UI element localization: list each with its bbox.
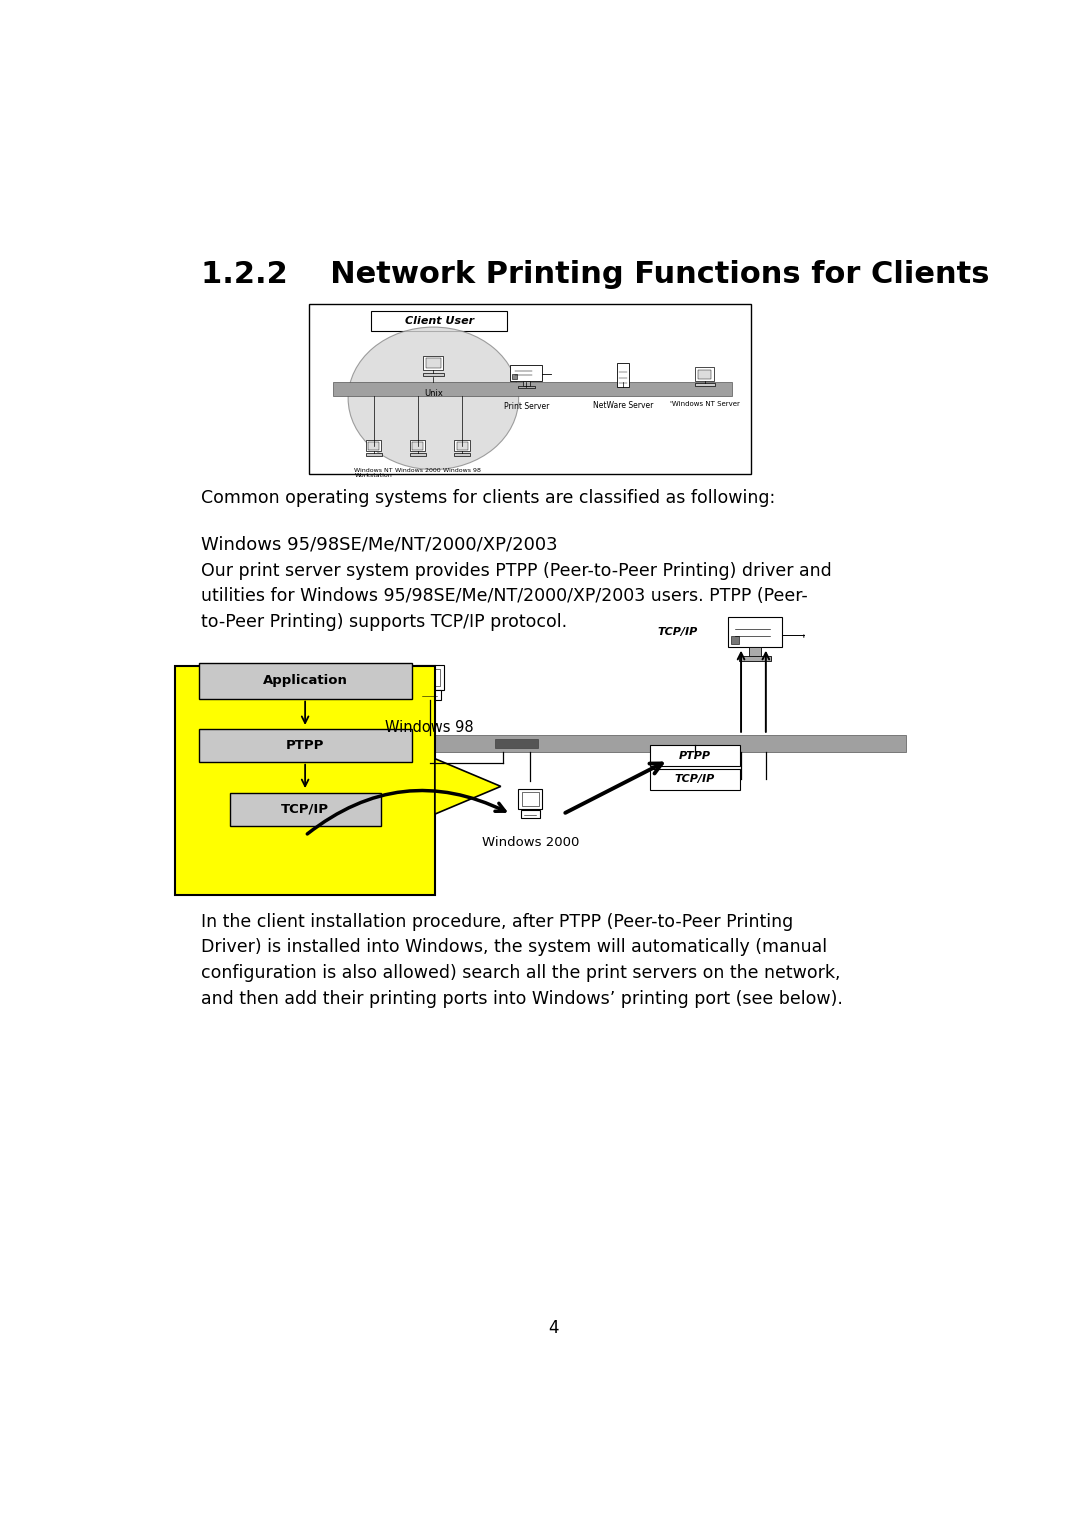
FancyBboxPatch shape xyxy=(199,664,411,699)
Text: Client User: Client User xyxy=(405,317,474,326)
FancyBboxPatch shape xyxy=(694,384,715,387)
FancyBboxPatch shape xyxy=(454,453,470,456)
FancyBboxPatch shape xyxy=(728,618,782,647)
Text: Application: Application xyxy=(262,674,348,688)
FancyBboxPatch shape xyxy=(522,792,539,806)
FancyBboxPatch shape xyxy=(696,367,714,381)
Text: 'Windows NT Server: 'Windows NT Server xyxy=(670,402,740,407)
Text: In the client installation procedure, after PTPP (Peer-to-Peer Printing
Driver) : In the client installation procedure, af… xyxy=(201,913,842,1008)
Text: Print Server: Print Server xyxy=(503,402,549,411)
FancyBboxPatch shape xyxy=(457,442,468,450)
FancyBboxPatch shape xyxy=(175,665,435,894)
FancyBboxPatch shape xyxy=(521,810,540,818)
FancyBboxPatch shape xyxy=(511,364,542,381)
FancyBboxPatch shape xyxy=(750,647,761,657)
FancyBboxPatch shape xyxy=(243,735,906,752)
FancyBboxPatch shape xyxy=(203,732,416,764)
Text: Common operating systems for clients are classified as following:: Common operating systems for clients are… xyxy=(201,489,775,508)
Text: NetWare Server: NetWare Server xyxy=(593,402,653,410)
FancyBboxPatch shape xyxy=(366,453,381,456)
FancyBboxPatch shape xyxy=(234,797,386,829)
Text: TCP/IP: TCP/IP xyxy=(281,803,329,816)
FancyBboxPatch shape xyxy=(413,442,423,450)
FancyBboxPatch shape xyxy=(496,739,538,748)
Text: TCP/IP: TCP/IP xyxy=(675,775,715,784)
FancyBboxPatch shape xyxy=(333,382,732,396)
FancyBboxPatch shape xyxy=(455,440,470,451)
FancyBboxPatch shape xyxy=(230,794,380,826)
Text: Windows 2000: Windows 2000 xyxy=(395,468,441,472)
FancyBboxPatch shape xyxy=(415,665,444,690)
FancyBboxPatch shape xyxy=(368,442,379,450)
FancyBboxPatch shape xyxy=(698,370,712,379)
FancyBboxPatch shape xyxy=(409,453,426,456)
FancyBboxPatch shape xyxy=(410,440,426,451)
Text: Windows 95/98SE/Me/NT/2000/XP/2003: Windows 95/98SE/Me/NT/2000/XP/2003 xyxy=(201,535,557,553)
FancyBboxPatch shape xyxy=(512,375,517,379)
FancyBboxPatch shape xyxy=(518,789,542,809)
FancyBboxPatch shape xyxy=(650,745,740,766)
FancyBboxPatch shape xyxy=(419,668,440,687)
Text: PTPP: PTPP xyxy=(679,751,711,760)
Text: Windows 98: Windows 98 xyxy=(386,720,474,735)
FancyBboxPatch shape xyxy=(199,729,411,761)
FancyBboxPatch shape xyxy=(523,381,530,385)
Text: Unix: Unix xyxy=(424,388,443,398)
FancyBboxPatch shape xyxy=(418,690,441,700)
Text: TCP/IP: TCP/IP xyxy=(658,627,698,636)
FancyBboxPatch shape xyxy=(423,356,443,370)
FancyBboxPatch shape xyxy=(650,769,740,790)
FancyBboxPatch shape xyxy=(427,358,441,368)
FancyBboxPatch shape xyxy=(730,636,739,644)
FancyBboxPatch shape xyxy=(309,304,751,474)
Text: 1.2.2    Network Printing Functions for Clients: 1.2.2 Network Printing Functions for Cli… xyxy=(201,260,989,289)
Text: Windows 2000: Windows 2000 xyxy=(482,836,579,849)
FancyBboxPatch shape xyxy=(518,385,535,388)
FancyBboxPatch shape xyxy=(366,440,381,451)
Ellipse shape xyxy=(235,735,252,752)
FancyBboxPatch shape xyxy=(203,667,416,702)
Text: PTPP: PTPP xyxy=(286,739,324,752)
Ellipse shape xyxy=(348,327,518,469)
Text: Our print server system provides PTPP (Peer-to-Peer Printing) driver and
utiliti: Our print server system provides PTPP (P… xyxy=(201,561,832,631)
FancyBboxPatch shape xyxy=(618,364,630,387)
Polygon shape xyxy=(435,758,501,813)
Text: 4: 4 xyxy=(549,1320,558,1338)
FancyBboxPatch shape xyxy=(372,312,507,330)
FancyBboxPatch shape xyxy=(423,373,444,376)
Text: Windows NT
Workstation: Windows NT Workstation xyxy=(354,468,393,479)
Text: Windows 98: Windows 98 xyxy=(443,468,481,472)
FancyBboxPatch shape xyxy=(740,656,771,661)
